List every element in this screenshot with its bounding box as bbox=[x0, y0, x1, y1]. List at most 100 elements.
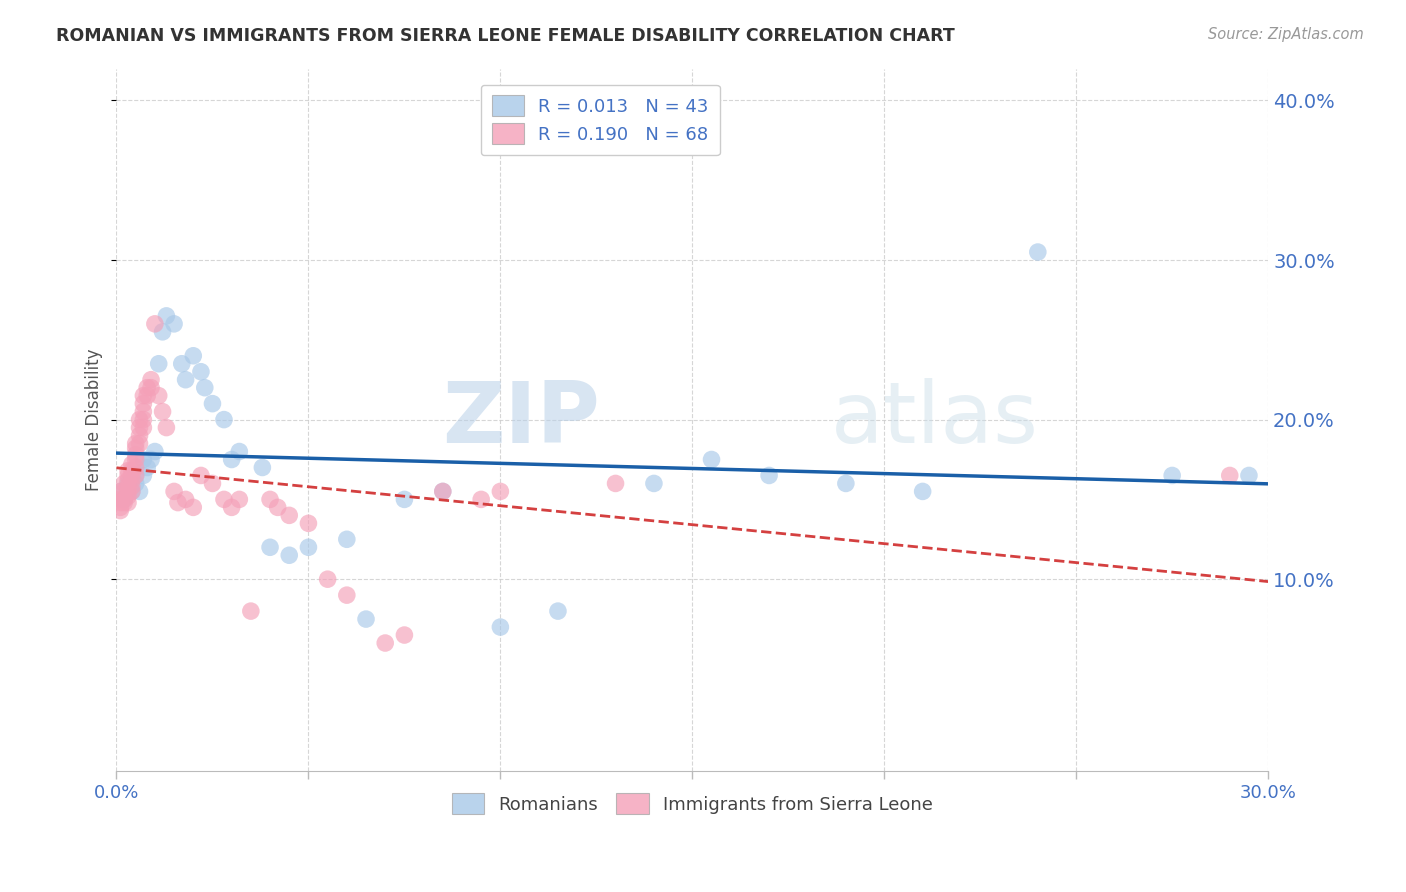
Point bbox=[121, 458, 143, 472]
Point bbox=[643, 476, 665, 491]
Point bbox=[121, 468, 143, 483]
Point bbox=[336, 533, 359, 547]
Point bbox=[117, 495, 139, 509]
Point bbox=[190, 468, 212, 483]
Point bbox=[132, 468, 155, 483]
Point bbox=[128, 428, 150, 442]
Point bbox=[143, 444, 166, 458]
Point bbox=[316, 572, 339, 586]
Point bbox=[125, 468, 148, 483]
Point bbox=[112, 484, 135, 499]
Point bbox=[125, 448, 148, 462]
Point bbox=[148, 389, 170, 403]
Point bbox=[139, 373, 162, 387]
Point bbox=[139, 381, 162, 395]
Point bbox=[128, 484, 150, 499]
Point bbox=[194, 381, 217, 395]
Point bbox=[174, 373, 197, 387]
Point bbox=[110, 495, 132, 509]
Point bbox=[170, 357, 193, 371]
Point bbox=[354, 612, 377, 626]
Point bbox=[125, 452, 148, 467]
Point bbox=[110, 484, 132, 499]
Point bbox=[112, 495, 135, 509]
Point bbox=[174, 492, 197, 507]
Point bbox=[132, 452, 155, 467]
Point bbox=[201, 397, 224, 411]
Point bbox=[110, 503, 132, 517]
Point bbox=[1219, 468, 1241, 483]
Point bbox=[121, 484, 143, 499]
Point bbox=[167, 495, 190, 509]
Point bbox=[228, 492, 250, 507]
Point bbox=[112, 492, 135, 507]
Point bbox=[128, 412, 150, 426]
Point bbox=[181, 500, 204, 515]
Point bbox=[252, 460, 274, 475]
Point bbox=[228, 444, 250, 458]
Point bbox=[1026, 245, 1049, 260]
Point bbox=[470, 492, 492, 507]
Point bbox=[110, 500, 132, 515]
Text: Source: ZipAtlas.com: Source: ZipAtlas.com bbox=[1208, 27, 1364, 42]
Point bbox=[110, 484, 132, 499]
Point bbox=[259, 492, 281, 507]
Point bbox=[221, 500, 243, 515]
Point bbox=[1237, 468, 1260, 483]
Point bbox=[700, 452, 723, 467]
Point bbox=[110, 492, 132, 507]
Point bbox=[125, 460, 148, 475]
Point bbox=[117, 464, 139, 478]
Point bbox=[221, 452, 243, 467]
Text: atlas: atlas bbox=[831, 378, 1039, 461]
Point bbox=[117, 489, 139, 503]
Point bbox=[267, 500, 290, 515]
Point bbox=[336, 588, 359, 602]
Legend: Romanians, Immigrants from Sierra Leone: Romanians, Immigrants from Sierra Leone bbox=[440, 782, 943, 825]
Point bbox=[132, 389, 155, 403]
Point bbox=[148, 357, 170, 371]
Y-axis label: Female Disability: Female Disability bbox=[86, 349, 103, 491]
Text: ZIP: ZIP bbox=[443, 378, 600, 461]
Point bbox=[163, 484, 186, 499]
Point bbox=[139, 452, 162, 467]
Point bbox=[278, 548, 301, 562]
Point bbox=[121, 473, 143, 487]
Point bbox=[121, 464, 143, 478]
Point bbox=[125, 468, 148, 483]
Point bbox=[117, 484, 139, 499]
Point bbox=[432, 484, 454, 499]
Point bbox=[132, 397, 155, 411]
Point bbox=[605, 476, 627, 491]
Point bbox=[374, 636, 396, 650]
Point bbox=[489, 484, 512, 499]
Point bbox=[835, 476, 858, 491]
Point bbox=[152, 404, 174, 418]
Point bbox=[297, 516, 319, 531]
Point bbox=[121, 480, 143, 494]
Point bbox=[117, 473, 139, 487]
Point bbox=[132, 404, 155, 418]
Point bbox=[489, 620, 512, 634]
Point bbox=[125, 442, 148, 456]
Point bbox=[152, 325, 174, 339]
Point bbox=[259, 541, 281, 555]
Point bbox=[911, 484, 934, 499]
Point bbox=[125, 476, 148, 491]
Point bbox=[117, 480, 139, 494]
Point bbox=[128, 420, 150, 434]
Point bbox=[190, 365, 212, 379]
Point bbox=[432, 484, 454, 499]
Point bbox=[212, 412, 235, 426]
Point bbox=[758, 468, 780, 483]
Point bbox=[278, 508, 301, 523]
Point bbox=[155, 309, 177, 323]
Point bbox=[181, 349, 204, 363]
Point bbox=[163, 317, 186, 331]
Point bbox=[155, 420, 177, 434]
Point bbox=[112, 476, 135, 491]
Point bbox=[117, 468, 139, 483]
Point bbox=[1161, 468, 1184, 483]
Point bbox=[547, 604, 569, 618]
Point bbox=[201, 476, 224, 491]
